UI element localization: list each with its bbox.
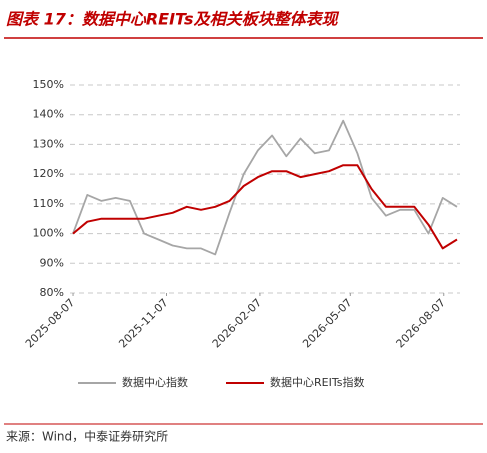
series-line bbox=[72, 119, 458, 256]
y-tick-label: 150% bbox=[33, 78, 64, 91]
x-tick-label: 2025-08-07 bbox=[23, 296, 77, 350]
chart-title: 图表 17：数据中心REITs及相关板块整体表现 bbox=[6, 10, 340, 29]
y-tick-label: 120% bbox=[33, 167, 64, 180]
x-tick-label: 2026-05-07 bbox=[300, 296, 354, 350]
y-tick-label: 100% bbox=[33, 227, 64, 240]
x-tick-label: 2026-08-07 bbox=[394, 296, 448, 350]
source: 来源：Wind，中泰证券研究所 bbox=[6, 429, 168, 444]
y-tick-label: 130% bbox=[33, 137, 64, 150]
x-tick-label: 2025-11-07 bbox=[116, 296, 170, 350]
y-tick-label: 110% bbox=[33, 197, 64, 210]
y-tick-label: 90% bbox=[40, 256, 64, 269]
y-tick-label: 80% bbox=[40, 286, 64, 299]
series-line bbox=[72, 164, 458, 250]
y-tick-label: 140% bbox=[33, 108, 64, 121]
legend-label: 数据中心指数 bbox=[122, 375, 188, 389]
x-tick-label: 2026-02-07 bbox=[210, 296, 264, 350]
legend-label: 数据中心REITs指数 bbox=[270, 375, 364, 389]
